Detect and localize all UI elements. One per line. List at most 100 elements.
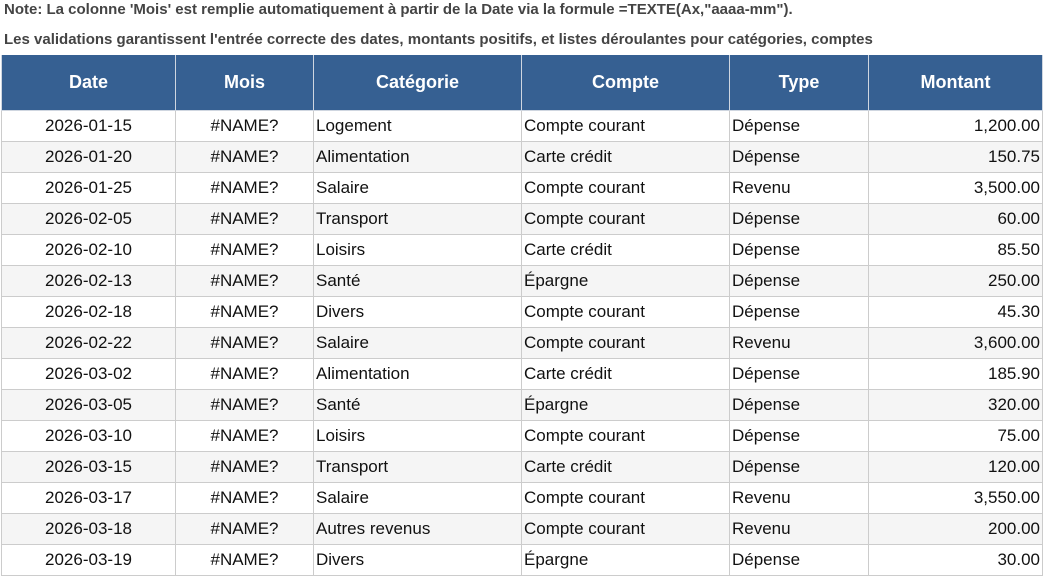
cell-date[interactable]: 2026-03-15 xyxy=(1,451,176,483)
cell-date[interactable]: 2026-02-10 xyxy=(1,234,176,266)
cell-mois[interactable]: #NAME? xyxy=(175,203,314,235)
cell-compte[interactable]: Carte crédit xyxy=(521,141,730,173)
cell-date[interactable]: 2026-01-20 xyxy=(1,141,176,173)
cell-type[interactable]: Dépense xyxy=(729,420,869,452)
cell-mois[interactable]: #NAME? xyxy=(175,451,314,483)
cell-compte[interactable]: Épargne xyxy=(521,544,730,576)
cell-type[interactable]: Dépense xyxy=(729,141,869,173)
cell-categorie[interactable]: Divers xyxy=(313,544,522,576)
column-header-compte[interactable]: Compte xyxy=(521,55,730,111)
cell-mois[interactable]: #NAME? xyxy=(175,420,314,452)
cell-mois[interactable]: #NAME? xyxy=(175,389,314,421)
column-header-categorie[interactable]: Catégorie xyxy=(313,55,522,111)
table-row: 2026-03-18 #NAME? Autres revenus Compte cou… xyxy=(1,513,1043,545)
cell-montant[interactable]: 3,550.00 xyxy=(868,482,1043,514)
cell-mois[interactable]: #NAME? xyxy=(175,327,314,359)
cell-type[interactable]: Dépense xyxy=(729,296,869,328)
cell-date[interactable]: 2026-03-19 xyxy=(1,544,176,576)
cell-mois[interactable]: #NAME? xyxy=(175,265,314,297)
table-row: 2026-03-05 #NAME? Santé Épargne Dépense 320.0… xyxy=(1,389,1043,421)
cell-date[interactable]: 2026-03-17 xyxy=(1,482,176,514)
cell-type[interactable]: Dépense xyxy=(729,451,869,483)
cell-montant[interactable]: 1,200.00 xyxy=(868,110,1043,142)
cell-categorie[interactable]: Santé xyxy=(313,265,522,297)
cell-categorie[interactable]: Loisirs xyxy=(313,234,522,266)
cell-categorie[interactable]: Santé xyxy=(313,389,522,421)
cell-type[interactable]: Dépense xyxy=(729,544,869,576)
cell-type[interactable]: Dépense xyxy=(729,358,869,390)
cell-type[interactable]: Dépense xyxy=(729,389,869,421)
cell-date[interactable]: 2026-02-22 xyxy=(1,327,176,359)
cell-compte[interactable]: Compte courant xyxy=(521,110,730,142)
cell-montant[interactable]: 320.00 xyxy=(868,389,1043,421)
cell-categorie[interactable]: Logement xyxy=(313,110,522,142)
cell-type[interactable]: Dépense xyxy=(729,234,869,266)
cell-categorie[interactable]: Alimentation xyxy=(313,141,522,173)
cell-type[interactable]: Dépense xyxy=(729,110,869,142)
cell-categorie[interactable]: Transport xyxy=(313,203,522,235)
cell-date[interactable]: 2026-03-02 xyxy=(1,358,176,390)
cell-compte[interactable]: Compte courant xyxy=(521,296,730,328)
cell-categorie[interactable]: Salaire xyxy=(313,172,522,204)
cell-date[interactable]: 2026-02-05 xyxy=(1,203,176,235)
cell-compte[interactable]: Compte courant xyxy=(521,327,730,359)
cell-mois[interactable]: #NAME? xyxy=(175,544,314,576)
cell-montant[interactable]: 3,500.00 xyxy=(868,172,1043,204)
cell-montant[interactable]: 150.75 xyxy=(868,141,1043,173)
cell-categorie[interactable]: Salaire xyxy=(313,327,522,359)
cell-montant[interactable]: 75.00 xyxy=(868,420,1043,452)
cell-montant[interactable]: 120.00 xyxy=(868,451,1043,483)
column-header-date[interactable]: Date xyxy=(1,55,176,111)
cell-montant[interactable]: 60.00 xyxy=(868,203,1043,235)
cell-categorie[interactable]: Salaire xyxy=(313,482,522,514)
cell-type[interactable]: Revenu xyxy=(729,482,869,514)
cell-type[interactable]: Revenu xyxy=(729,513,869,545)
cell-date[interactable]: 2026-01-15 xyxy=(1,110,176,142)
cell-mois[interactable]: #NAME? xyxy=(175,234,314,266)
cell-montant[interactable]: 3,600.00 xyxy=(868,327,1043,359)
cell-compte[interactable]: Compte courant xyxy=(521,172,730,204)
cell-categorie[interactable]: Transport xyxy=(313,451,522,483)
cell-montant[interactable]: 250.00 xyxy=(868,265,1043,297)
cell-categorie[interactable]: Autres revenus xyxy=(313,513,522,545)
cell-montant[interactable]: 85.50 xyxy=(868,234,1043,266)
cell-mois[interactable]: #NAME? xyxy=(175,482,314,514)
cell-categorie[interactable]: Loisirs xyxy=(313,420,522,452)
cell-mois[interactable]: #NAME? xyxy=(175,358,314,390)
table-row: 2026-02-18 #NAME? Divers Compte courant Dépe… xyxy=(1,296,1043,328)
cell-montant[interactable]: 185.90 xyxy=(868,358,1043,390)
cell-date[interactable]: 2026-01-25 xyxy=(1,172,176,204)
cell-mois[interactable]: #NAME? xyxy=(175,296,314,328)
cell-compte[interactable]: Carte crédit xyxy=(521,358,730,390)
cell-date[interactable]: 2026-03-18 xyxy=(1,513,176,545)
cell-compte[interactable]: Compte courant xyxy=(521,420,730,452)
column-header-type[interactable]: Type xyxy=(729,55,869,111)
table-row: 2026-03-10 #NAME? Loisirs Compte courant Dép… xyxy=(1,420,1043,452)
cell-compte[interactable]: Compte courant xyxy=(521,482,730,514)
cell-compte[interactable]: Carte crédit xyxy=(521,451,730,483)
cell-mois[interactable]: #NAME? xyxy=(175,110,314,142)
cell-categorie[interactable]: Divers xyxy=(313,296,522,328)
cell-categorie[interactable]: Alimentation xyxy=(313,358,522,390)
cell-compte[interactable]: Carte crédit xyxy=(521,234,730,266)
column-header-montant[interactable]: Montant xyxy=(868,55,1043,111)
cell-date[interactable]: 2026-03-10 xyxy=(1,420,176,452)
cell-date[interactable]: 2026-03-05 xyxy=(1,389,176,421)
cell-montant[interactable]: 30.00 xyxy=(868,544,1043,576)
column-header-mois[interactable]: Mois xyxy=(175,55,314,111)
cell-compte[interactable]: Compte courant xyxy=(521,513,730,545)
cell-type[interactable]: Revenu xyxy=(729,172,869,204)
cell-mois[interactable]: #NAME? xyxy=(175,141,314,173)
cell-date[interactable]: 2026-02-13 xyxy=(1,265,176,297)
cell-mois[interactable]: #NAME? xyxy=(175,513,314,545)
cell-compte[interactable]: Épargne xyxy=(521,265,730,297)
cell-compte[interactable]: Compte courant xyxy=(521,203,730,235)
cell-compte[interactable]: Épargne xyxy=(521,389,730,421)
cell-montant[interactable]: 45.30 xyxy=(868,296,1043,328)
cell-montant[interactable]: 200.00 xyxy=(868,513,1043,545)
cell-type[interactable]: Dépense xyxy=(729,265,869,297)
cell-date[interactable]: 2026-02-18 xyxy=(1,296,176,328)
cell-type[interactable]: Dépense xyxy=(729,203,869,235)
cell-type[interactable]: Revenu xyxy=(729,327,869,359)
cell-mois[interactable]: #NAME? xyxy=(175,172,314,204)
